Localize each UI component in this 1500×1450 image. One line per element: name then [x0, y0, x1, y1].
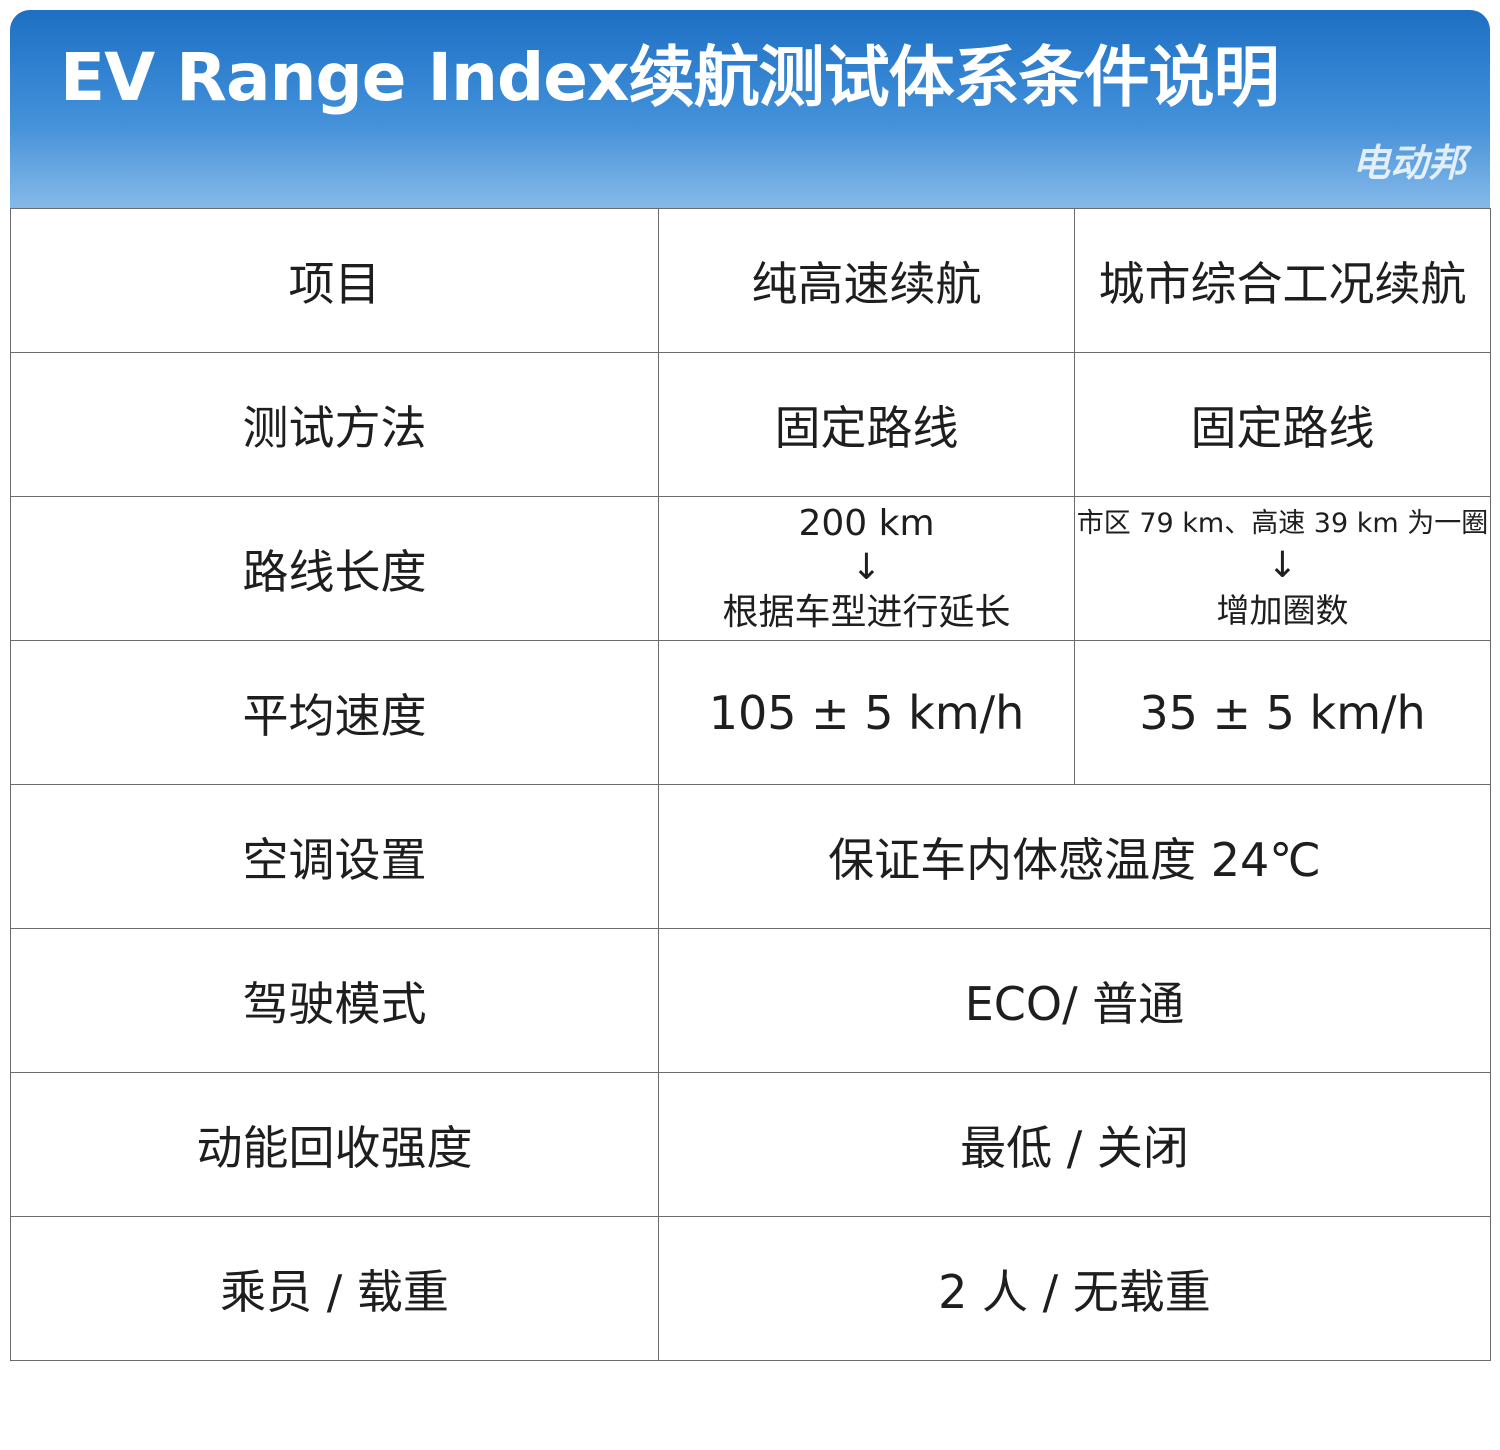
- row-label: 测试方法: [10, 352, 659, 497]
- load-value: 2 人 / 无载重: [658, 1216, 1491, 1361]
- regen-value: 最低 / 关闭: [658, 1072, 1491, 1217]
- column-header-city: 城市综合工况续航: [1074, 208, 1491, 353]
- brand-watermark: 电动邦: [1351, 141, 1466, 185]
- down-arrow-icon: ↓: [1267, 544, 1298, 586]
- table-row-method: 测试方法 固定路线 固定路线: [10, 352, 1491, 497]
- table-row-length: 路线长度 200 km ↓ 根据车型进行延长 市区 79 km、高速 39 km…: [10, 496, 1491, 641]
- drive-mode-value: ECO/ 普通: [658, 928, 1491, 1073]
- highway-length-value: 200 km: [798, 502, 935, 544]
- highway-speed: 105 ± 5 km/h: [658, 640, 1075, 785]
- conditions-table: 项目 纯高速续航 城市综合工况续航 测试方法 固定路线 固定路线 路线长度 20…: [10, 208, 1491, 1361]
- table-row-mode: 驾驶模式 ECO/ 普通: [10, 928, 1491, 1073]
- column-header-item: 项目: [10, 208, 659, 353]
- highway-length-note: 根据车型进行延长: [722, 591, 1011, 633]
- city-speed: 35 ± 5 km/h: [1074, 640, 1491, 785]
- row-label: 动能回收强度: [10, 1072, 659, 1217]
- down-arrow-icon: ↓: [851, 546, 882, 588]
- city-length-note: 增加圈数: [1216, 590, 1349, 630]
- city-length-cell: 市区 79 km、高速 39 km 为一圈 ↓ 增加圈数: [1074, 496, 1491, 641]
- table-header-row: 项目 纯高速续航 城市综合工况续航: [10, 208, 1491, 353]
- row-label: 驾驶模式: [10, 928, 659, 1073]
- row-label: 平均速度: [10, 640, 659, 785]
- header-banner: EV Range Index续航测试体系条件说明: [10, 10, 1490, 208]
- table-row-ac: 空调设置 保证车内体感温度 24℃: [10, 784, 1491, 929]
- table-row-speed: 平均速度 105 ± 5 km/h 35 ± 5 km/h: [10, 640, 1491, 785]
- city-length-value: 市区 79 km、高速 39 km 为一圈: [1076, 507, 1489, 539]
- table-row-load: 乘员 / 载重 2 人 / 无载重: [10, 1216, 1491, 1361]
- ac-setting-value: 保证车内体感温度 24℃: [658, 784, 1491, 929]
- table-row-regen: 动能回收强度 最低 / 关闭: [10, 1072, 1491, 1217]
- city-value: 固定路线: [1074, 352, 1491, 497]
- row-label: 乘员 / 载重: [10, 1216, 659, 1361]
- highway-length-cell: 200 km ↓ 根据车型进行延长: [658, 496, 1075, 641]
- spec-card: EV Range Index续航测试体系条件说明 电动邦 项目 纯高速续航 城市…: [10, 10, 1491, 1383]
- column-header-highway: 纯高速续航: [658, 208, 1075, 353]
- row-label: 路线长度: [10, 496, 659, 641]
- highway-value: 固定路线: [658, 352, 1075, 497]
- row-label: 空调设置: [10, 784, 659, 929]
- page-title: EV Range Index续航测试体系条件说明: [60, 39, 1280, 116]
